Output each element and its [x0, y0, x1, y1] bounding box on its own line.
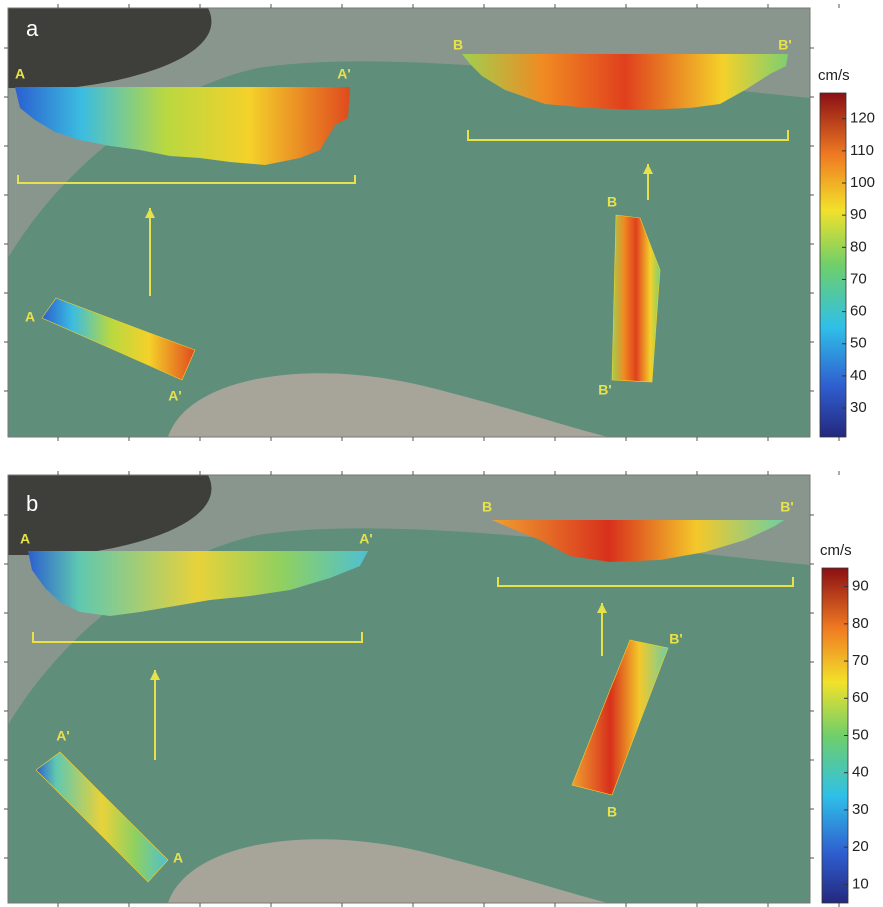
section-label: B'	[778, 37, 791, 53]
section-label: A	[25, 309, 35, 325]
colorbar-tick-label: 70	[850, 270, 867, 287]
colorbar-tick-label: 40	[852, 764, 869, 781]
colorbar-tick-label: 80	[850, 238, 867, 255]
colorbar-unit: cm/s	[818, 67, 850, 84]
colorbar-tick-label: 30	[850, 399, 867, 416]
colorbar	[820, 93, 846, 437]
section-label: A'	[337, 66, 350, 82]
section-label: A	[20, 531, 30, 547]
section-label: B	[453, 37, 463, 53]
colorbar-tick-label: 50	[850, 335, 867, 352]
section-label: A'	[56, 728, 69, 744]
panel-label: b	[26, 491, 38, 516]
section-label: B'	[780, 499, 793, 515]
section-label: B	[607, 804, 617, 820]
section-label: B	[607, 194, 617, 210]
panel: a A A' B B' A A' B B' cm/s 30 40 50 60 70 80 90 100 110 120	[4, 4, 875, 441]
colorbar-tick-label: 10	[852, 875, 869, 892]
colorbar-tick-label: 70	[852, 652, 869, 669]
colorbar-tick-label: 20	[852, 838, 869, 855]
section-label: A	[15, 66, 25, 82]
section-label: B'	[669, 631, 682, 647]
colorbar-tick-label: 120	[850, 110, 875, 127]
colorbar-tick-label: 110	[850, 142, 874, 159]
panel-label: a	[26, 16, 39, 41]
section-label: A'	[359, 531, 372, 547]
section-label: A'	[168, 388, 181, 404]
colorbar-tick-label: 90	[852, 578, 869, 595]
colorbar-tick-label: 40	[850, 367, 867, 384]
section-label: B'	[598, 382, 611, 398]
figure: a A A' B B' A A' B B' cm/s 30 40 50 60 70 80 90 100 110 120…	[0, 0, 883, 907]
colorbar-tick-label: 30	[852, 801, 869, 818]
colorbar-tick-label: 50	[852, 726, 869, 743]
panels: a A A' B B' A A' B B' cm/s 30 40 50 60 70 80 90 100 110 120…	[4, 4, 875, 907]
colorbar-tick-label: 100	[850, 174, 875, 191]
colorbar-tick-label: 60	[850, 303, 867, 320]
colorbar-unit: cm/s	[820, 542, 852, 559]
colorbar-tick-label: 80	[852, 615, 869, 632]
section-label: B	[482, 499, 492, 515]
section-label: A	[173, 850, 183, 866]
colorbar-tick-label: 60	[852, 689, 869, 706]
colorbar-tick-label: 90	[850, 206, 867, 223]
